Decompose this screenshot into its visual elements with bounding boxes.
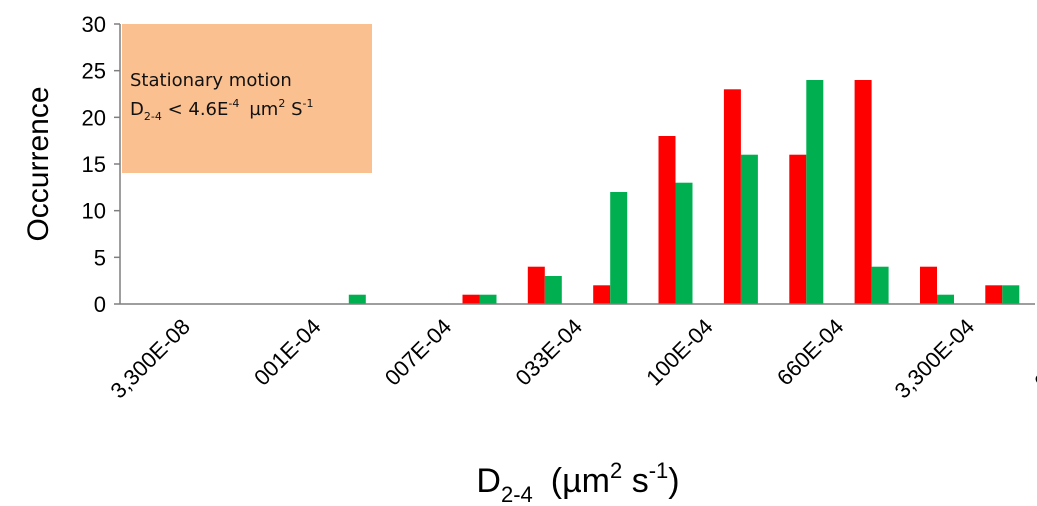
annotation-box [122,24,372,173]
y-tick-label: 10 [82,199,106,224]
bars-group [348,80,1020,304]
green-bar [740,154,758,304]
y-axis-ticks: 0 5 10 15 20 25 30 [82,12,120,317]
annotation-line-1: Stationary motion [130,70,292,91]
y-tick-label: 20 [82,105,106,130]
red-bar [462,294,480,304]
y-tick-label: 15 [82,152,106,177]
x-axis-ticks: 3,300E-08 001E-04 007E-04 033E-04 100E-04 660… [105,314,1037,403]
green-bar [675,182,693,304]
x-tick-label: 001E+00 [1030,314,1037,394]
x-axis-label: D2-4 (µm2 s-1) [476,458,679,506]
green-bar [806,80,824,304]
red-bar [920,266,937,304]
red-bar [527,266,545,304]
y-tick-label: 25 [82,59,106,84]
red-bar [723,89,741,304]
red-bar [985,285,1003,304]
red-bar [789,154,807,304]
x-tick-label: 3,300E-08 [105,314,194,403]
green-bar [937,294,954,304]
green-bar [544,276,562,304]
green-bar [1002,285,1020,304]
x-tick-label: 033E-04 [511,314,588,391]
green-bar [348,294,366,304]
annotation-line-2: D2-4 < 4.6E-4 µm2 S-1 [130,97,313,123]
green-bar [479,294,497,304]
red-bar [854,80,872,304]
red-bar [658,136,676,304]
green-bar [610,192,628,304]
y-tick-label: 0 [94,292,106,317]
x-tick-label: 001E-04 [249,314,326,391]
red-bar [593,285,611,304]
y-tick-label: 5 [94,245,106,270]
x-tick-label: 3,300E-04 [890,314,979,403]
y-axis-label: Occurrence [22,86,55,241]
y-tick-label: 30 [82,12,106,37]
x-tick-label: 660E-04 [772,314,849,391]
x-tick-label: 100E-04 [641,314,718,391]
x-tick-label: 007E-04 [380,314,457,391]
green-bar [871,266,889,304]
